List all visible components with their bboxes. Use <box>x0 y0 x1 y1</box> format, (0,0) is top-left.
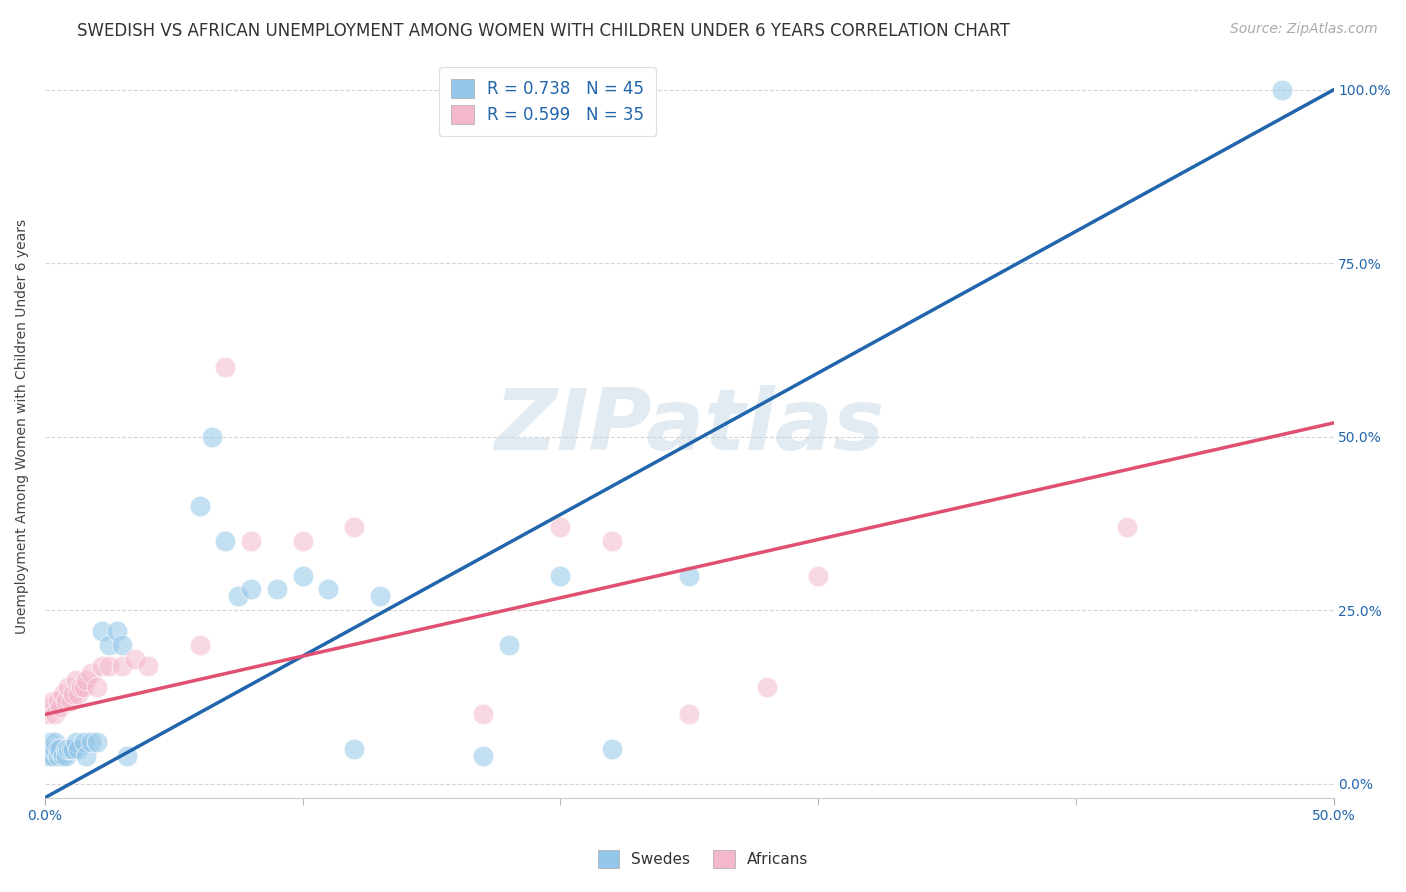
Point <box>117 749 139 764</box>
Point <box>105 624 128 639</box>
Point <box>291 533 314 548</box>
Point <box>90 658 112 673</box>
Point <box>678 707 700 722</box>
Point <box>80 665 103 680</box>
Point <box>98 638 121 652</box>
Point <box>49 700 72 714</box>
Point <box>343 520 366 534</box>
Point <box>188 638 211 652</box>
Point <box>368 590 391 604</box>
Point <box>124 652 146 666</box>
Point <box>807 568 830 582</box>
Point <box>41 742 63 756</box>
Point <box>111 638 134 652</box>
Point <box>46 742 69 756</box>
Point <box>1116 520 1139 534</box>
Point <box>600 533 623 548</box>
Point <box>37 707 59 722</box>
Text: SWEDISH VS AFRICAN UNEMPLOYMENT AMONG WOMEN WITH CHILDREN UNDER 6 YEARS CORRELAT: SWEDISH VS AFRICAN UNEMPLOYMENT AMONG WO… <box>77 22 1010 40</box>
Point <box>86 680 108 694</box>
Point <box>98 658 121 673</box>
Point <box>56 680 79 694</box>
Point <box>343 742 366 756</box>
Point <box>72 735 94 749</box>
Point <box>72 680 94 694</box>
Point <box>75 749 97 764</box>
Legend: Swedes, Africans: Swedes, Africans <box>591 843 815 875</box>
Point <box>65 735 87 749</box>
Legend: R = 0.738   N = 45, R = 0.599   N = 35: R = 0.738 N = 45, R = 0.599 N = 35 <box>439 67 657 136</box>
Point <box>44 735 66 749</box>
Point <box>49 742 72 756</box>
Point <box>240 533 263 548</box>
Point <box>46 693 69 707</box>
Point <box>55 693 77 707</box>
Point <box>550 520 572 534</box>
Point <box>188 500 211 514</box>
Point <box>67 687 90 701</box>
Point <box>755 680 778 694</box>
Point <box>62 687 84 701</box>
Point <box>56 742 79 756</box>
Point <box>1271 83 1294 97</box>
Point <box>41 749 63 764</box>
Point <box>62 742 84 756</box>
Point <box>39 742 62 756</box>
Point <box>550 568 572 582</box>
Point <box>214 360 236 375</box>
Y-axis label: Unemployment Among Women with Children Under 6 years: Unemployment Among Women with Children U… <box>15 219 30 634</box>
Point <box>59 742 82 756</box>
Point <box>59 693 82 707</box>
Point <box>39 749 62 764</box>
Point <box>46 749 69 764</box>
Point <box>55 742 77 756</box>
Point <box>65 673 87 687</box>
Point <box>55 749 77 764</box>
Point <box>39 735 62 749</box>
Point <box>291 568 314 582</box>
Point <box>67 742 90 756</box>
Point <box>266 582 288 597</box>
Point <box>136 658 159 673</box>
Point <box>37 749 59 764</box>
Point <box>37 742 59 756</box>
Point <box>214 533 236 548</box>
Point <box>75 673 97 687</box>
Point <box>318 582 340 597</box>
Point <box>44 707 66 722</box>
Point <box>41 693 63 707</box>
Point <box>472 707 495 722</box>
Point <box>86 735 108 749</box>
Point <box>80 735 103 749</box>
Point <box>52 749 75 764</box>
Point <box>240 582 263 597</box>
Point <box>201 430 224 444</box>
Point <box>498 638 520 652</box>
Point <box>226 590 249 604</box>
Text: ZIPatlas: ZIPatlas <box>494 385 884 468</box>
Point <box>70 680 93 694</box>
Point <box>39 700 62 714</box>
Point <box>111 658 134 673</box>
Point <box>472 749 495 764</box>
Point <box>600 742 623 756</box>
Point <box>90 624 112 639</box>
Point <box>52 687 75 701</box>
Point <box>678 568 700 582</box>
Text: Source: ZipAtlas.com: Source: ZipAtlas.com <box>1230 22 1378 37</box>
Point <box>44 742 66 756</box>
